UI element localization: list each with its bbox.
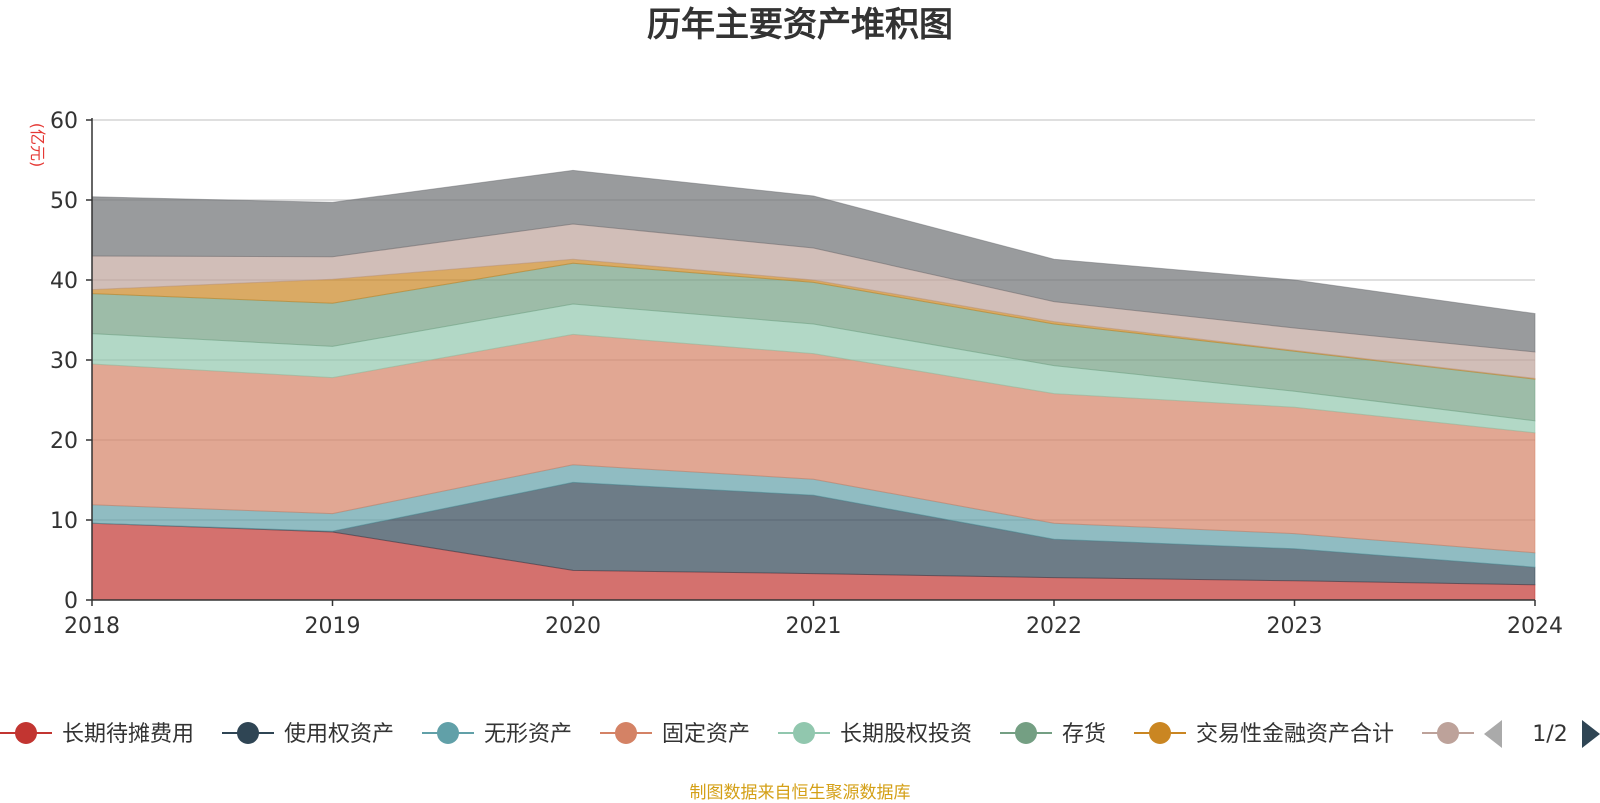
legend-next-page-icon[interactable] [1582, 720, 1600, 748]
legend-item-3[interactable]: 固定资产 [600, 722, 750, 747]
x-tick-label: 2018 [64, 614, 120, 639]
y-axis-unit-label: (亿元) [28, 123, 47, 168]
legend-label: 长期待摊费用 [62, 722, 194, 747]
legend-label: 无形资产 [484, 722, 572, 747]
y-tick-label: 10 [50, 509, 78, 534]
y-tick-label: 20 [50, 429, 78, 454]
legend-label: 交易性金融资产合计 [1196, 722, 1394, 747]
legend-marker [1015, 722, 1037, 744]
y-tick-label: 50 [50, 189, 78, 214]
y-tick-label: 0 [64, 589, 78, 614]
legend-label: 使用权资产 [284, 722, 394, 747]
y-tick-label: 60 [50, 109, 78, 134]
legend-marker [15, 722, 37, 744]
legend-marker [1149, 722, 1171, 744]
legend: 长期待摊费用 使用权资产 无形资产 固定资产 长期股权投资 存货 交易性金融资产合计 1/2 [0, 720, 1600, 748]
legend-page-indicator: 1/2 [1532, 722, 1567, 747]
axes: 0 10 20 30 40 50 60 2018 2019 2020 2021 2022 2023 202… [50, 109, 1563, 639]
legend-marker [1437, 722, 1459, 744]
data-source-note: 制图数据来自恒生聚源数据库 [689, 783, 911, 803]
legend-marker [237, 722, 259, 744]
legend-label: 存货 [1062, 722, 1106, 747]
x-tick-label: 2020 [545, 614, 601, 639]
area-series-8 [91, 169, 1536, 353]
legend-item-0[interactable]: 长期待摊费用 [0, 722, 194, 747]
x-tick-label: 2021 [786, 614, 842, 639]
legend-item-2[interactable]: 无形资产 [422, 722, 572, 747]
x-tick-label: 2019 [305, 614, 361, 639]
y-tick-label: 40 [50, 269, 78, 294]
legend-item-5[interactable]: 存货 [1000, 722, 1106, 747]
legend-label: 长期股权投资 [840, 722, 972, 747]
chart-title: 历年主要资产堆积图 [647, 5, 953, 45]
legend-item-7[interactable] [1422, 722, 1474, 744]
legend-marker [437, 722, 459, 744]
area-series-layer [91, 169, 1536, 601]
legend-item-1[interactable]: 使用权资产 [222, 722, 394, 747]
legend-marker [615, 722, 637, 744]
x-tick-label: 2024 [1507, 614, 1563, 639]
legend-item-4[interactable]: 长期股权投资 [778, 722, 972, 747]
y-tick-label: 30 [50, 349, 78, 374]
legend-label: 固定资产 [662, 722, 750, 747]
legend-item-6[interactable]: 交易性金融资产合计 [1134, 722, 1394, 747]
legend-prev-page-icon[interactable] [1484, 720, 1502, 748]
legend-pager: 1/2 [1484, 720, 1600, 748]
legend-marker [793, 722, 815, 744]
x-tick-label: 2023 [1267, 614, 1323, 639]
x-tick-label: 2022 [1026, 614, 1082, 639]
